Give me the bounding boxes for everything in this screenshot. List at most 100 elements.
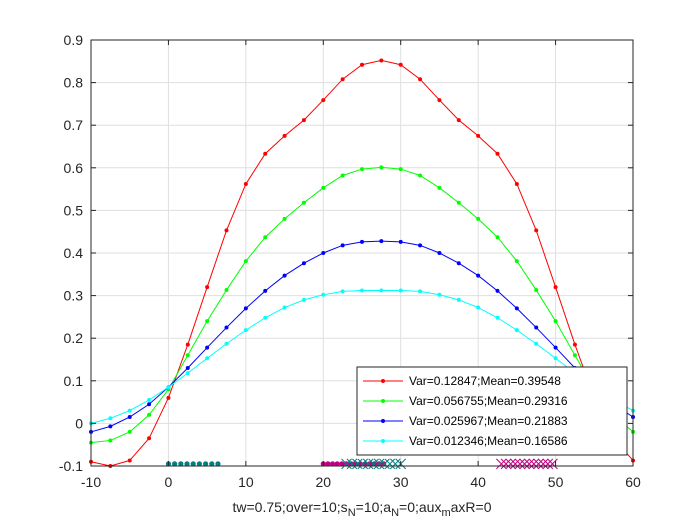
tick-labels: -10 0 10 20 30 40 50 60 -0.1 0 0.1 0.2 0.3 0.4 0.5 0.6 0… [59,32,641,490]
series-4-point [437,292,442,297]
series-4-point [456,297,461,302]
series-2-point [340,173,345,178]
event-cross-marker [384,458,396,470]
series-2-point [572,353,577,358]
event-dot-marker [196,461,202,467]
x-tick-label: 30 [393,474,409,490]
series-2-point [127,429,132,434]
series-3-point [360,239,364,244]
event-dot-marker [178,461,184,467]
series-1-point [534,228,539,233]
series-2-point [321,185,326,190]
series-1-point [185,342,190,347]
series-3-point [534,325,539,330]
x-tick-label: 0 [165,474,173,490]
series-4-point [224,341,229,346]
series-2-point [205,319,210,324]
event-cross-marker [352,458,363,470]
series-4-point [398,288,403,293]
event-cross-marker [537,458,549,470]
series-4-point [379,288,384,293]
series-4-point [166,385,171,390]
series-1-point [514,181,519,186]
series-4-point [514,328,519,333]
series-2-point [553,319,558,324]
legend-marker-2 [381,399,385,403]
series-2-point [108,438,113,443]
series-2-point [243,259,248,264]
series-1-point [340,77,345,82]
series-2-point [147,412,152,417]
series-4-point [108,416,113,421]
event-dot-marker [172,461,178,467]
legend-marker-3 [381,419,385,423]
series-3-point [418,243,423,248]
event-cross-marker [533,458,544,470]
event-cross-marker [346,458,358,470]
y-tick-label: 0.9 [64,32,84,48]
series-1-point [495,151,500,156]
series-2-point [514,259,519,264]
event-cross-marker [523,458,535,470]
series-1-point [572,342,577,347]
series-1-point [301,118,306,123]
event-dot-marker [334,461,340,467]
series-1-point [379,58,384,63]
event-dot-marker [202,461,209,467]
series-1-point [127,458,132,463]
series-2-point [224,288,229,293]
legend: Var=0.12847;Mean=0.39548 Var=0.056755;Mea… [356,366,628,456]
x-axis-label-part: axR=0 [451,499,492,515]
legend-marker-4 [381,439,385,443]
x-axis-label-part: =0;aux [399,499,441,515]
event-dot-marker [353,461,359,467]
series-4-point [553,356,558,361]
series-1-point [418,77,423,82]
series-2-point [301,200,306,205]
legend-box [356,366,628,456]
y-tick-label: 0 [75,415,83,431]
series-4-point [476,305,481,310]
event-cross-marker [496,458,507,470]
series-3-point [147,402,152,407]
x-tick-label: 20 [315,474,331,490]
y-tick-label: 0.6 [64,160,84,176]
legend-label-2: Var=0.056755;Mean=0.29316 [409,394,568,408]
series-3-point [127,415,132,420]
legend-label-3: Var=0.025967;Mean=0.21883 [409,414,568,428]
series-4-point [418,289,423,294]
x-axis-label-sub: N [391,507,399,519]
series-3-point [379,239,384,244]
series-4-point [147,397,152,402]
event-dot-marker [190,461,196,467]
series-4-point [321,292,326,297]
series-3-point [437,251,442,255]
series-4-point [495,315,500,320]
x-tick-label: 40 [470,474,486,490]
event-cross-marker [357,458,369,470]
series-4-point [340,289,345,294]
event-dot-marker [325,461,331,467]
series-3-point [224,325,229,330]
event-dot-marker [339,461,345,467]
series-3-point [301,261,306,266]
series-2-point [185,353,190,358]
event-cross-marker [379,458,390,470]
series-3-point [263,288,268,293]
series-3-point [243,306,248,311]
event-cross-marker [542,458,554,470]
x-axis-label-sub: m [441,507,450,519]
event-cross-marker [373,458,385,470]
x-axis-label-part: =10;a [356,499,392,515]
series-4-point [282,305,287,310]
event-cross-marker [500,458,512,470]
series-2-point [456,200,461,205]
event-dot-marker [371,461,377,467]
series-4-point [205,356,210,361]
marker-layer [165,458,558,470]
x-tick-label: 60 [625,474,641,490]
series-3-point [205,345,210,350]
series-3-point [321,251,326,255]
y-tick-label: 0.1 [64,373,84,389]
y-tick-label: 0.7 [64,117,84,133]
